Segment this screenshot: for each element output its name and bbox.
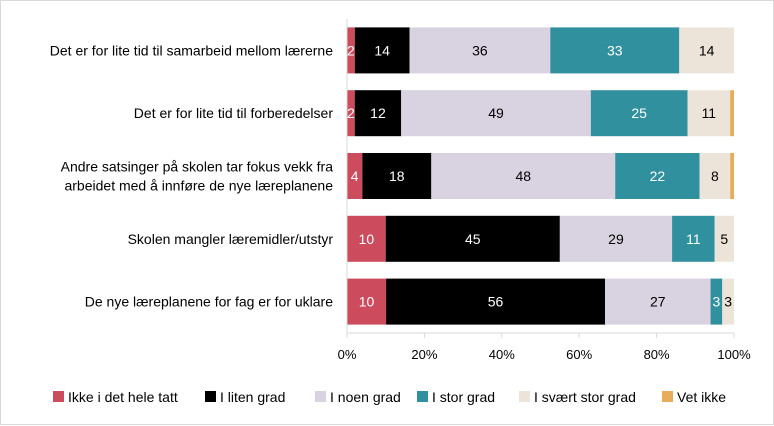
bar-segment (347, 90, 355, 137)
data-label: 36 (472, 42, 488, 58)
data-label: 14 (699, 42, 715, 58)
data-label: 10 (359, 231, 375, 247)
legend-label: I liten grad (220, 389, 285, 405)
bar-segment (730, 90, 734, 137)
legend-swatch (417, 391, 428, 402)
data-label: 29 (608, 231, 624, 247)
category-label: Det er for lite tid til samarbeid mellom… (50, 42, 333, 58)
data-label: 11 (702, 105, 717, 121)
legend-label: I stor grad (432, 389, 495, 405)
data-label: 33 (607, 42, 623, 58)
bar-segment (401, 90, 591, 137)
data-label: 2 (347, 42, 355, 58)
bar-segment (714, 215, 734, 262)
bar-segment (354, 27, 410, 74)
data-label: 25 (631, 105, 647, 121)
bar-segment (347, 215, 386, 262)
x-tick-label: 80% (644, 347, 670, 362)
bar-segment (385, 215, 560, 262)
data-label: 48 (515, 168, 531, 184)
x-tick-label: 20% (411, 347, 437, 362)
bar-segment (672, 215, 715, 262)
data-label: 49 (488, 105, 504, 121)
data-label: 22 (650, 168, 666, 184)
legend-label: I svært stor grad (534, 389, 636, 405)
data-label: 3 (724, 294, 732, 310)
data-label: 14 (374, 42, 390, 58)
bar-segment (722, 278, 734, 325)
data-label: 10 (359, 294, 375, 310)
data-label: 4 (351, 168, 359, 184)
legend-label: I noen grad (330, 389, 401, 405)
category-label: arbeidet med å innføre de nye læreplanen… (64, 178, 333, 194)
x-tick-label: 60% (566, 347, 592, 362)
bar-segment (362, 153, 432, 199)
bar-segment (347, 153, 363, 199)
legend-swatch (662, 391, 673, 402)
data-label: 12 (370, 105, 386, 121)
data-label: 2 (347, 105, 355, 121)
bar-segment (550, 27, 680, 74)
category-label: Det er for lite tid til forberedelser (134, 105, 334, 121)
data-label: 27 (650, 294, 666, 310)
bar-segment (615, 153, 700, 199)
legend-swatch (315, 391, 326, 402)
bar-segment (679, 27, 734, 74)
data-label: 8 (711, 168, 719, 184)
data-label: 56 (488, 294, 504, 310)
x-tick-label: 0% (338, 347, 357, 362)
bar-segment (590, 90, 688, 137)
category-label: Andre satsinger på skolen tar fokus vekk… (61, 159, 334, 175)
bar-segment (559, 215, 673, 262)
data-label: 3 (713, 294, 721, 310)
bar-segment (431, 153, 616, 199)
bar-segment (347, 278, 387, 325)
category-label: De nye læreplanene for fag er for uklare (85, 294, 333, 310)
legend-label: Ikke i det hele tatt (68, 389, 178, 405)
data-label: 45 (465, 231, 481, 247)
bar-segment (710, 278, 723, 325)
data-label: 18 (389, 168, 405, 184)
bar-segment (699, 153, 731, 199)
legend-swatch (53, 391, 64, 402)
bar-segment (354, 90, 402, 137)
x-tick-label: 40% (489, 347, 515, 362)
bar-segment (386, 278, 605, 325)
category-label: Skolen mangler læremidler/utstyr (128, 231, 334, 247)
data-label: 11 (686, 231, 701, 247)
legend-swatch (205, 391, 216, 402)
bar-segment (409, 27, 551, 74)
x-tick-label: 100% (717, 347, 751, 362)
bar-segment (687, 90, 731, 137)
bar-segment (730, 153, 734, 199)
bar-segment (347, 27, 355, 74)
bar-segment (605, 278, 711, 325)
legend-swatch (519, 391, 530, 402)
legend-label: Vet ikke (677, 389, 726, 405)
data-label: 5 (720, 231, 728, 247)
